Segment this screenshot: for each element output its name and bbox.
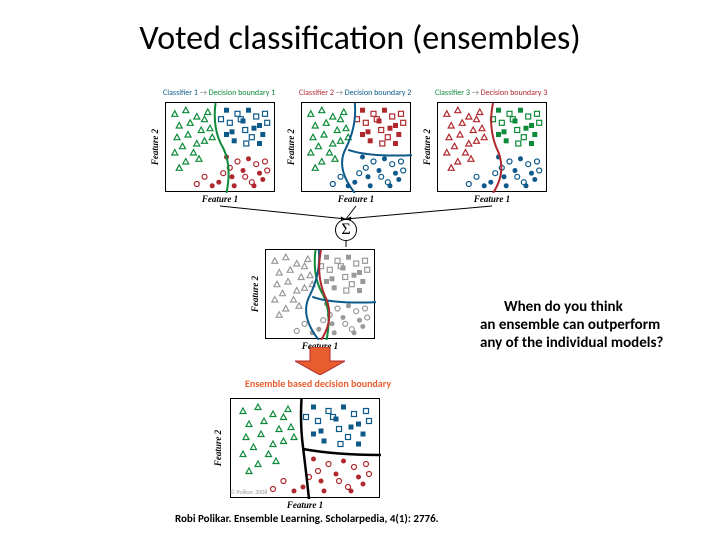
x-axis-label: Feature 1 xyxy=(301,194,411,204)
x-axis-label: Feature 1 xyxy=(437,194,547,204)
classifier-label-2: Classifier 2 → Decision boundary 2 xyxy=(299,88,411,98)
y-axis-label: Feature 2 xyxy=(422,129,432,165)
notice-line-2: an ensemble can outperform xyxy=(480,316,663,334)
classifier-2-plot xyxy=(301,102,411,192)
classifier-label-1: Classifier 1 → Decision boundary 1 xyxy=(163,88,275,98)
y-axis-label: Feature 2 xyxy=(250,276,260,312)
slide-title: Voted classification (ensembles) xyxy=(0,18,720,59)
notice-line-1: When do you think xyxy=(480,298,663,316)
y-axis-label: Feature 2 xyxy=(213,430,223,466)
notice-line-3: any of the individual models? xyxy=(480,334,663,352)
ensemble-label: Ensemble based decision boundary xyxy=(245,377,391,390)
down-arrow xyxy=(295,347,345,375)
classifier-1-plot xyxy=(165,102,275,192)
sigma-node: Σ xyxy=(335,219,357,241)
ensemble-plot xyxy=(230,398,380,498)
x-axis-label: Feature 1 xyxy=(165,194,275,204)
combined-plot xyxy=(265,249,375,339)
question-text: When do you think an ensemble can outper… xyxy=(480,298,663,352)
citation-text: Robi Polikar. Ensemble Learning. Scholar… xyxy=(175,512,439,525)
classifier-label-3: Classifier 3 → Decision boundary 3 xyxy=(435,88,547,98)
copyright-text: © Polikar, 2008 xyxy=(230,488,267,496)
y-axis-label: Feature 2 xyxy=(150,129,160,165)
classifier-3-plot xyxy=(437,102,547,192)
y-axis-label: Feature 2 xyxy=(286,129,296,165)
x-axis-label: Feature 1 xyxy=(230,500,380,510)
